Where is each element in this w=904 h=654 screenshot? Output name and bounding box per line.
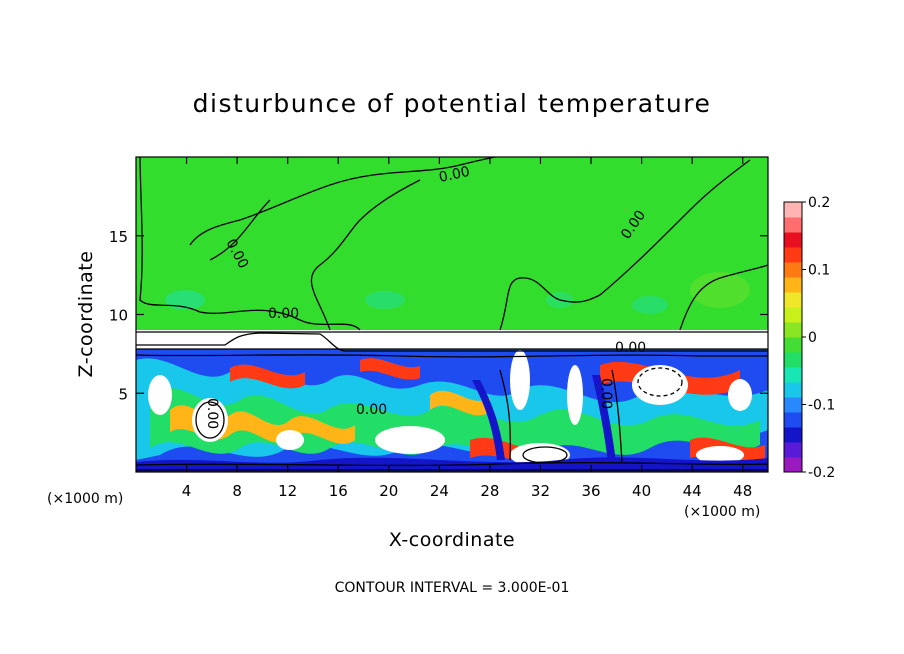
- colorbar-swatch: [784, 247, 802, 263]
- x-axis-label: X-coordinate: [389, 529, 515, 551]
- colorbar-swatch: [784, 382, 802, 398]
- x-tick-label: 4: [182, 482, 192, 500]
- colorbar-swatch: [784, 262, 802, 278]
- contour-label: 0.00: [598, 378, 614, 409]
- colorbar-swatch: [784, 232, 802, 248]
- x-tick-label: 16: [329, 482, 348, 500]
- x-unit-label-right: (×1000 m): [684, 504, 760, 520]
- x-unit-label-left: (×1000 m): [47, 491, 123, 507]
- x-axis: 4 8 12 16 20 24 28 32 36 40 44 48: [182, 157, 752, 500]
- contour-label: 0.00: [615, 340, 646, 356]
- colorbar-tick-label: 0.1: [808, 263, 830, 279]
- x-tick-label: 20: [379, 482, 398, 500]
- x-tick-label: 44: [683, 482, 702, 500]
- y-axis: 5 10 15: [109, 228, 768, 403]
- contour-label: 0.00: [438, 164, 472, 186]
- contour-interval-note: CONTOUR INTERVAL = 3.000E-01: [335, 580, 570, 596]
- colorbar-swatch: [784, 277, 802, 293]
- x-tick-label: 48: [733, 482, 752, 500]
- colorbar-swatch: [784, 442, 802, 458]
- x-tick-label: 24: [430, 482, 449, 500]
- colorbar-tick-label: 0: [808, 330, 817, 346]
- contour-lines: [136, 157, 768, 471]
- colorbar-swatch: [784, 352, 802, 368]
- x-tick-label: 28: [480, 482, 499, 500]
- x-tick-label: 40: [632, 482, 651, 500]
- colorbar-swatch: [784, 337, 802, 353]
- plot-area: [136, 157, 768, 472]
- y-tick-label: 15: [109, 228, 128, 246]
- x-tick-label: 12: [278, 482, 297, 500]
- colorbar-swatch: [784, 307, 802, 323]
- contour-label: 0.00: [204, 398, 220, 429]
- colorbar-tick-label: 0.2: [808, 195, 830, 211]
- chart-title: disturbunce of potential temperature: [193, 89, 712, 118]
- colorbar-swatch: [784, 292, 802, 308]
- colorbar-swatch: [784, 202, 802, 218]
- colorbar-swatch: [784, 412, 802, 428]
- y-axis-label: Z-coordinate: [75, 251, 97, 378]
- colorbar-swatch: [784, 322, 802, 338]
- colorbar-tick-label: -0.1: [808, 398, 835, 414]
- colorbar: 0.2 0.1 0 -0.1 -0.2: [783, 195, 835, 481]
- x-tick-label: 8: [232, 482, 242, 500]
- y-tick-label: 5: [118, 385, 128, 403]
- colorbar-swatch: [784, 427, 802, 443]
- x-tick-label: 32: [531, 482, 550, 500]
- contour-label: 0.00: [268, 306, 299, 322]
- interface-band: [136, 330, 768, 350]
- colorbar-swatch: [784, 457, 802, 473]
- colorbar-swatch: [784, 367, 802, 383]
- y-tick-label: 10: [109, 307, 128, 325]
- colorbar-swatch: [784, 397, 802, 413]
- lower-field: [136, 349, 768, 472]
- colorbar-swatch: [784, 217, 802, 233]
- x-tick-label: 36: [581, 482, 600, 500]
- contour-label: 0.00: [356, 402, 387, 418]
- colorbar-tick-label: -0.2: [808, 465, 835, 481]
